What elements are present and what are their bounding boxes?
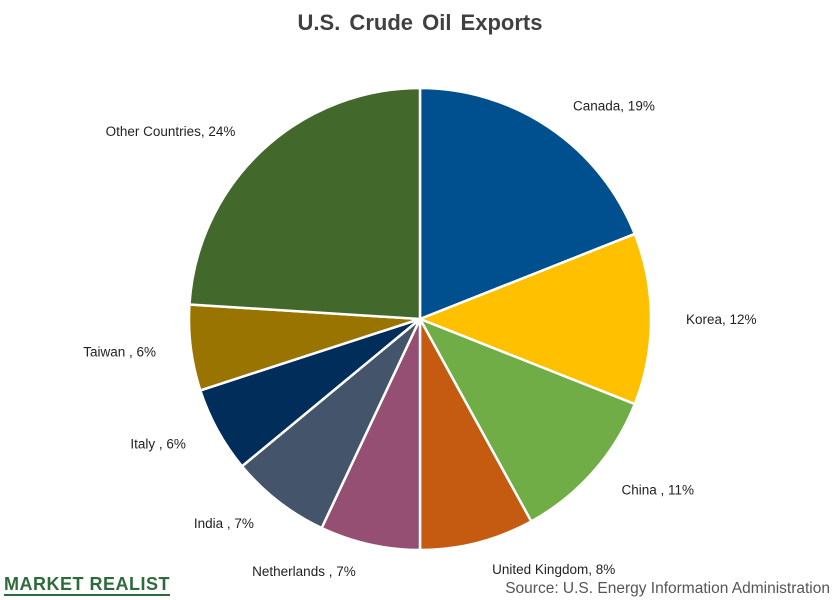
pie-slice bbox=[188, 86, 422, 321]
source-note: Source: U.S. Energy Information Administ… bbox=[505, 580, 830, 597]
pie-slice bbox=[418, 317, 637, 523]
pie-slice bbox=[240, 317, 422, 530]
slice-label: China , 11% bbox=[622, 483, 695, 498]
pie-slice bbox=[418, 317, 533, 552]
slice-label: Korea, 12% bbox=[686, 312, 757, 327]
pie-slice bbox=[418, 232, 653, 406]
slice-label: United Kingdom, 8% bbox=[492, 562, 615, 577]
pie-slice bbox=[418, 86, 637, 321]
chart-title: U.S. Crude Oil Exports bbox=[297, 10, 543, 35]
slice-label: Italy , 6% bbox=[130, 436, 186, 451]
slice-label: Taiwan , 6% bbox=[83, 344, 156, 359]
slice-label: Canada, 19% bbox=[573, 99, 655, 114]
brand-logo: MARKET REALIST bbox=[4, 574, 170, 596]
slice-label: India , 7% bbox=[194, 516, 254, 531]
slice-label: Other Countries, 24% bbox=[106, 124, 236, 139]
pie-slice bbox=[320, 317, 422, 552]
slice-label: Netherlands , 7% bbox=[252, 564, 356, 579]
